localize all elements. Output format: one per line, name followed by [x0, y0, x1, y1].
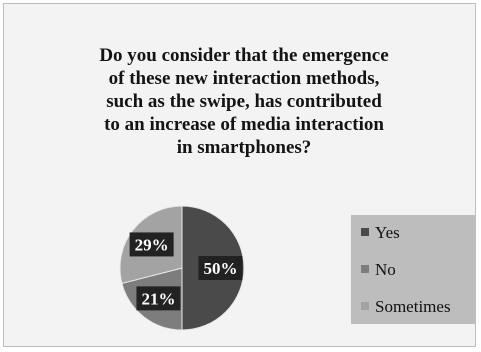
chart-title-line-4: to an increase of media interaction	[104, 114, 384, 135]
legend: Yes No Sometimes	[351, 215, 475, 324]
data-label-text-sometimes: 29%	[135, 235, 169, 254]
pie-chart: 50% 21% 29%	[119, 205, 245, 331]
legend-swatch-yes	[361, 228, 369, 236]
data-label-text-no: 21%	[141, 289, 175, 308]
legend-label-yes: Yes	[375, 223, 400, 242]
chart-title-line-5: in smartphones?	[176, 137, 312, 158]
legend-label-no: No	[375, 260, 396, 279]
data-label-box-no	[136, 286, 181, 311]
data-label-text-yes: 50%	[203, 259, 237, 278]
legend-label-sometimes: Sometimes	[375, 297, 451, 316]
legend-item-sometimes: Sometimes	[361, 297, 451, 317]
chart-title-line-1: Do you consider that the emergence	[99, 45, 389, 66]
legend-swatch-sometimes	[361, 302, 369, 310]
legend-item-no: No	[361, 260, 396, 280]
data-label-yes: 50%	[198, 256, 243, 280]
legend-swatch-no	[361, 265, 369, 273]
data-label-box-sometimes	[129, 232, 174, 257]
chart-title-line-2: of these new interaction methods,	[108, 68, 380, 89]
legend-item-yes: Yes	[361, 223, 400, 243]
data-label-sometimes: 29%	[129, 232, 174, 257]
data-label-box-yes	[198, 256, 243, 280]
data-label-no: 21%	[136, 286, 181, 311]
chart-title-line-3: such as the swipe, has contributed	[106, 91, 382, 112]
chart-title: Do you consider that the emergence of th…	[34, 44, 454, 159]
chart-area: Do you consider that the emergence of th…	[3, 3, 476, 347]
